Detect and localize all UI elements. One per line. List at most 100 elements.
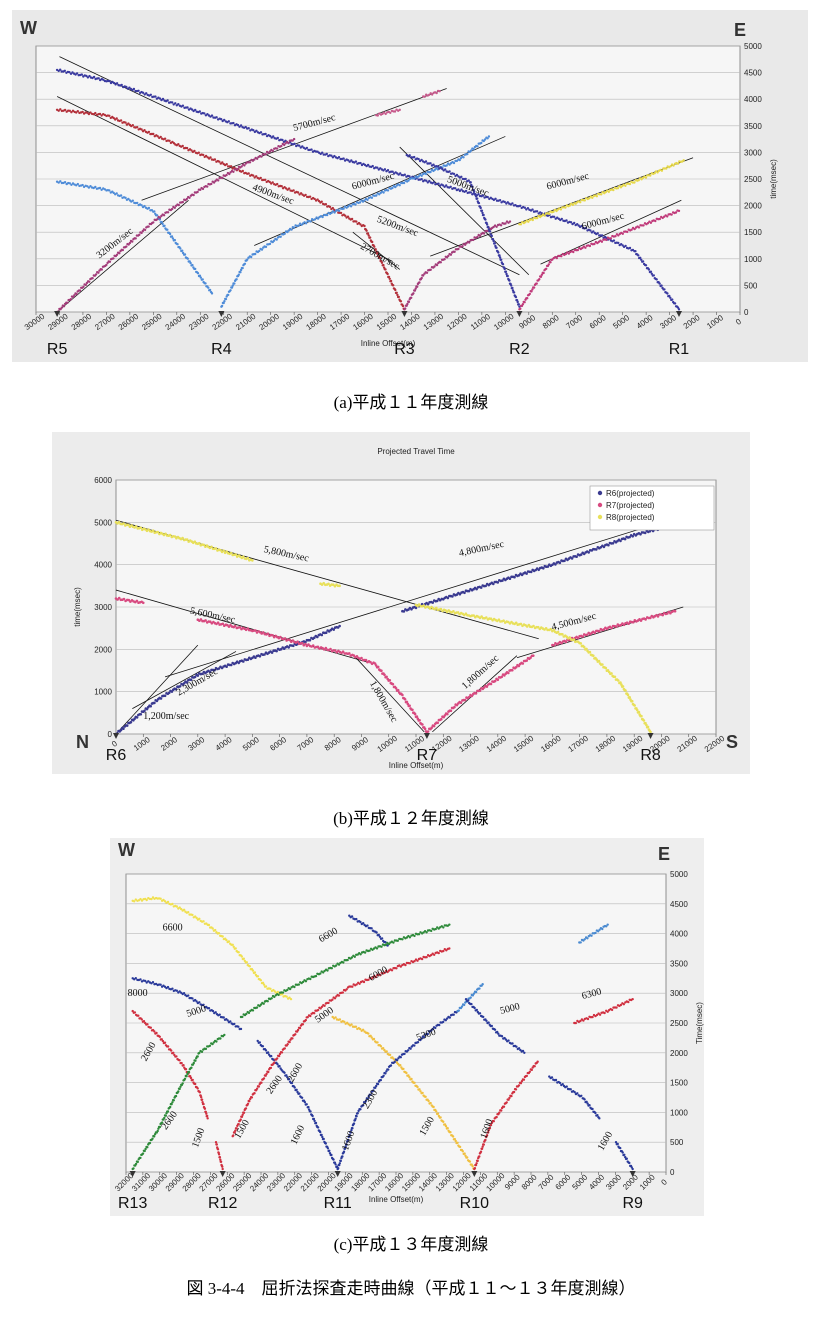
data-point <box>166 211 170 214</box>
data-point <box>399 1056 402 1059</box>
data-point <box>383 673 386 677</box>
chart-c-svg: 0500100015002000250030003500400045005000… <box>113 840 704 1212</box>
data-point <box>421 723 424 726</box>
data-point <box>391 186 394 190</box>
data-point <box>301 145 304 148</box>
data-point <box>174 1094 178 1098</box>
data-point <box>555 256 558 260</box>
data-point <box>590 934 593 937</box>
data-point <box>376 1082 380 1086</box>
data-point <box>519 223 523 226</box>
data-point <box>366 163 370 167</box>
data-point <box>399 300 403 303</box>
data-point <box>430 929 433 933</box>
data-point <box>66 301 69 304</box>
data-point <box>73 294 76 297</box>
data-point <box>517 1084 521 1087</box>
data-point <box>677 209 681 213</box>
receiver-label: R11 <box>324 1195 352 1212</box>
data-point <box>395 1059 399 1062</box>
data-point <box>215 1040 218 1043</box>
data-point <box>451 595 454 598</box>
data-point <box>594 931 597 935</box>
data-point <box>591 1015 594 1019</box>
data-point <box>593 242 596 246</box>
data-point <box>236 168 239 171</box>
data-point <box>487 228 491 231</box>
data-point <box>76 110 80 113</box>
data-point <box>258 655 262 658</box>
data-point <box>416 959 419 962</box>
data-point <box>517 1047 521 1050</box>
data-point <box>148 1141 152 1145</box>
data-point <box>372 1089 375 1092</box>
data-point <box>233 624 237 628</box>
data-point <box>399 172 402 175</box>
velocity-fit-line <box>399 146 530 276</box>
data-point <box>313 197 316 201</box>
direction-right-label: S <box>726 732 738 752</box>
data-point <box>186 257 189 260</box>
data-point <box>193 540 197 543</box>
data-point <box>378 193 381 196</box>
data-point <box>189 261 192 265</box>
data-point <box>399 965 402 968</box>
data-point <box>511 286 514 290</box>
data-point <box>143 1149 146 1153</box>
data-point <box>485 616 488 619</box>
data-point <box>163 1041 167 1044</box>
data-point <box>403 1052 406 1056</box>
data-point <box>564 252 567 256</box>
data-point <box>576 1092 579 1095</box>
data-point <box>490 1024 493 1028</box>
data-point <box>623 1153 626 1156</box>
data-point <box>242 660 245 663</box>
data-point <box>592 230 595 233</box>
data-point <box>444 1125 448 1128</box>
legend-label: R6(projected) <box>606 489 655 498</box>
data-point <box>288 996 291 999</box>
data-point <box>279 235 282 238</box>
data-point <box>532 624 535 628</box>
data-point <box>237 951 240 954</box>
data-point <box>162 214 166 217</box>
data-point <box>300 1096 304 1099</box>
data-point <box>426 730 430 733</box>
velocity-fit-line <box>132 651 237 709</box>
data-point <box>495 1115 498 1119</box>
data-point <box>159 983 162 986</box>
data-point <box>474 193 477 196</box>
data-point <box>115 192 118 195</box>
data-point <box>255 1006 259 1009</box>
data-point <box>253 158 256 161</box>
data-point <box>469 149 473 152</box>
data-point <box>673 609 677 613</box>
data-point <box>428 179 431 183</box>
data-point <box>320 1133 323 1137</box>
x-tick-label: 25000 <box>140 312 164 332</box>
data-point <box>495 225 498 228</box>
data-point <box>413 712 417 716</box>
data-point <box>519 622 523 626</box>
data-point <box>570 557 574 560</box>
data-point <box>319 1007 322 1010</box>
data-point <box>497 618 501 621</box>
data-point <box>119 119 123 122</box>
data-point <box>532 286 536 289</box>
data-point <box>466 1156 469 1159</box>
data-point <box>442 1020 445 1024</box>
data-point <box>431 93 434 96</box>
data-point <box>431 601 435 604</box>
data-point <box>498 199 502 202</box>
data-point <box>473 1167 477 1170</box>
data-point <box>397 295 400 299</box>
data-point <box>118 252 121 255</box>
data-point <box>579 941 582 944</box>
data-point <box>69 298 73 301</box>
data-point <box>505 272 508 276</box>
data-point <box>515 299 519 302</box>
data-point <box>600 240 604 243</box>
data-point <box>449 709 453 712</box>
data-point <box>478 1155 481 1158</box>
